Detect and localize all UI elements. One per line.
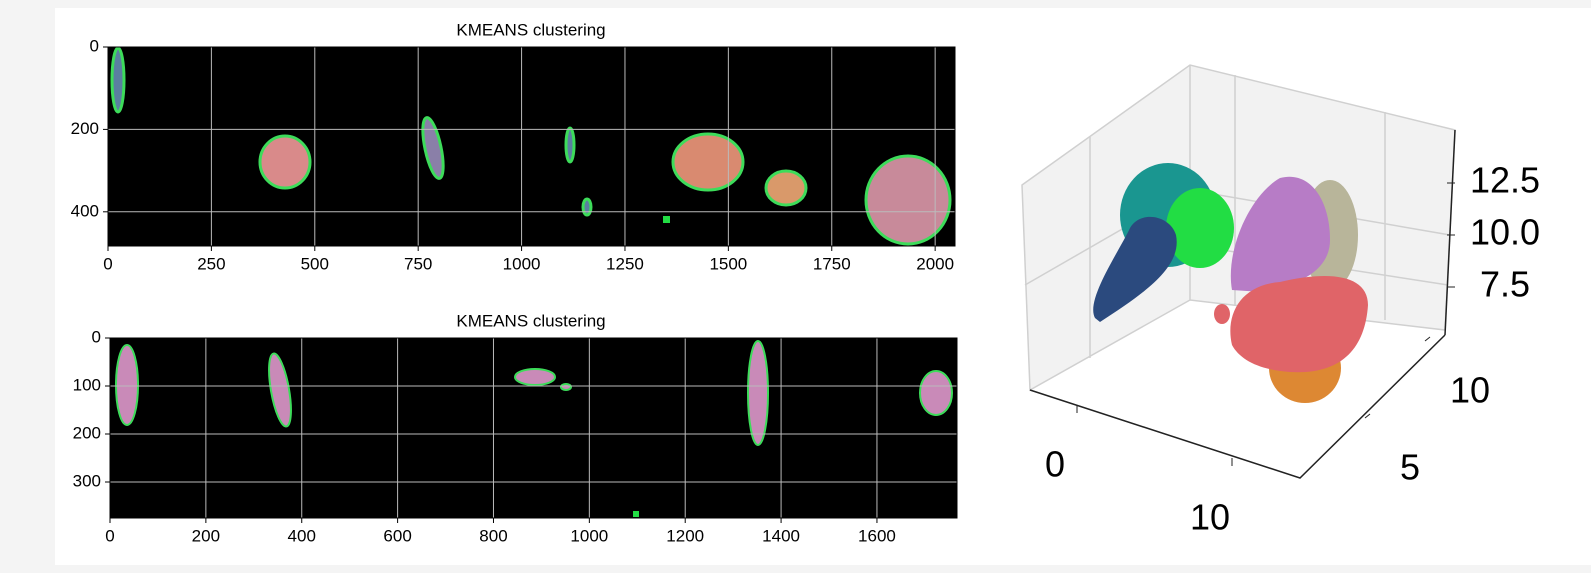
blob [564,126,576,164]
cluster [1230,275,1368,373]
x-tick-label: 600 [383,526,411,545]
blob [421,116,445,180]
x-tick-label: 250 [197,254,225,273]
blob [633,511,639,517]
blob [514,368,556,386]
cluster [1230,176,1330,292]
blob [581,197,593,217]
x-tick-label: 1000 [570,526,608,545]
image-top [108,46,955,246]
blob [115,344,139,426]
y-tick-label: 200 [73,423,101,442]
chart-title: KMEANS clustering [456,311,605,330]
x-tick-label: 1500 [709,254,747,273]
blob [764,169,808,207]
x-tick-label: 1200 [666,526,704,545]
x-tick-label: 500 [301,254,329,273]
tick-mark [1364,413,1371,419]
x-tick-label: 1600 [858,526,896,545]
axis-line [1029,334,1446,479]
x-tick-label: 1400 [762,526,800,545]
image-bottom [110,338,957,518]
y-tick-label: 0 [90,36,99,55]
y-tick-label: 100 [73,375,101,394]
blob [258,134,312,190]
x-tick-label: 1750 [813,254,851,273]
blob [919,370,953,416]
y-tick-label: 5 [1400,447,1420,488]
z-tick-label: 7.5 [1480,264,1530,305]
axes-frame [109,337,958,519]
x-tick-label: 750 [404,254,432,273]
x-tick-label: 2000 [916,254,954,273]
x-tick-label: 0 [105,526,114,545]
blob [560,383,572,391]
tick-mark [1424,336,1431,342]
x-tick-label: 0 [1045,444,1065,485]
y-tick-label: 10 [1450,370,1490,411]
z-tick-label: 12.5 [1470,160,1540,201]
axes-frame [107,46,956,247]
blob [663,216,670,223]
image-area [110,338,957,518]
blob [268,352,292,428]
chart-title: KMEANS clustering [456,20,605,39]
x-tick-label: 1000 [503,254,541,273]
y-tick-label: 300 [73,471,101,490]
y-tick-label: 200 [71,119,99,138]
x-tick-label: 400 [288,526,316,545]
cluster [1166,188,1234,268]
blob [110,46,126,114]
cluster [1214,304,1230,324]
x-tick-label: 1250 [606,254,644,273]
blob [747,340,769,446]
y-tick-label: 400 [71,201,99,220]
x-tick-label: 200 [192,526,220,545]
blob [671,132,745,192]
y-tick-label: 0 [92,327,101,346]
x-tick-label: 10 [1190,497,1230,538]
cluster [1093,216,1177,322]
tissue-blobs [110,46,952,246]
blob [864,154,952,246]
x-tick-label: 800 [479,526,507,545]
x-tick-label: 0 [103,254,112,273]
z-tick-label: 10.0 [1470,212,1540,253]
image-area [108,47,955,246]
axis-line [1444,129,1456,336]
